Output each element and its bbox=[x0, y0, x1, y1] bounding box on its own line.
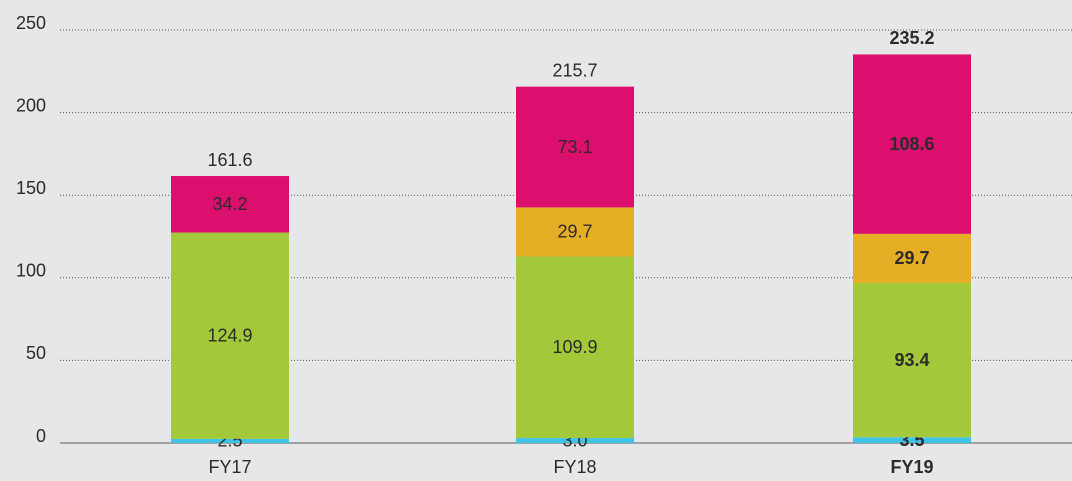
value-label: 108.6 bbox=[889, 134, 934, 154]
total-label: 161.6 bbox=[207, 150, 252, 170]
bar-segment bbox=[853, 54, 971, 234]
y-tick-label: 50 bbox=[26, 343, 46, 363]
x-tick-label: FY18 bbox=[553, 457, 596, 477]
bar-segment bbox=[516, 256, 634, 439]
bar-segment bbox=[171, 232, 289, 439]
bar-segment bbox=[171, 438, 289, 443]
value-label: 93.4 bbox=[894, 350, 929, 370]
value-label: 29.7 bbox=[894, 248, 929, 268]
bar-segment bbox=[171, 176, 289, 233]
bar-segment bbox=[853, 437, 971, 443]
bar-segment bbox=[516, 86, 634, 208]
value-label: 29.7 bbox=[557, 222, 592, 242]
y-tick-label: 100 bbox=[16, 261, 46, 281]
bar-segment bbox=[853, 233, 971, 283]
x-tick-label: FY17 bbox=[208, 457, 251, 477]
x-tick-label: FY19 bbox=[890, 457, 933, 477]
value-label: 34.2 bbox=[212, 194, 247, 214]
y-tick-label: 200 bbox=[16, 95, 46, 115]
value-label: 109.9 bbox=[552, 337, 597, 357]
y-tick-label: 0 bbox=[36, 426, 46, 446]
bar-segment bbox=[516, 207, 634, 257]
y-tick-label: 150 bbox=[16, 178, 46, 198]
total-label: 235.2 bbox=[889, 28, 934, 48]
bar-segment bbox=[853, 282, 971, 438]
y-tick-label: 250 bbox=[16, 13, 46, 33]
value-label: 124.9 bbox=[207, 325, 252, 345]
total-label: 215.7 bbox=[552, 60, 597, 80]
bar-segment bbox=[516, 438, 634, 443]
value-label: 73.1 bbox=[557, 137, 592, 157]
